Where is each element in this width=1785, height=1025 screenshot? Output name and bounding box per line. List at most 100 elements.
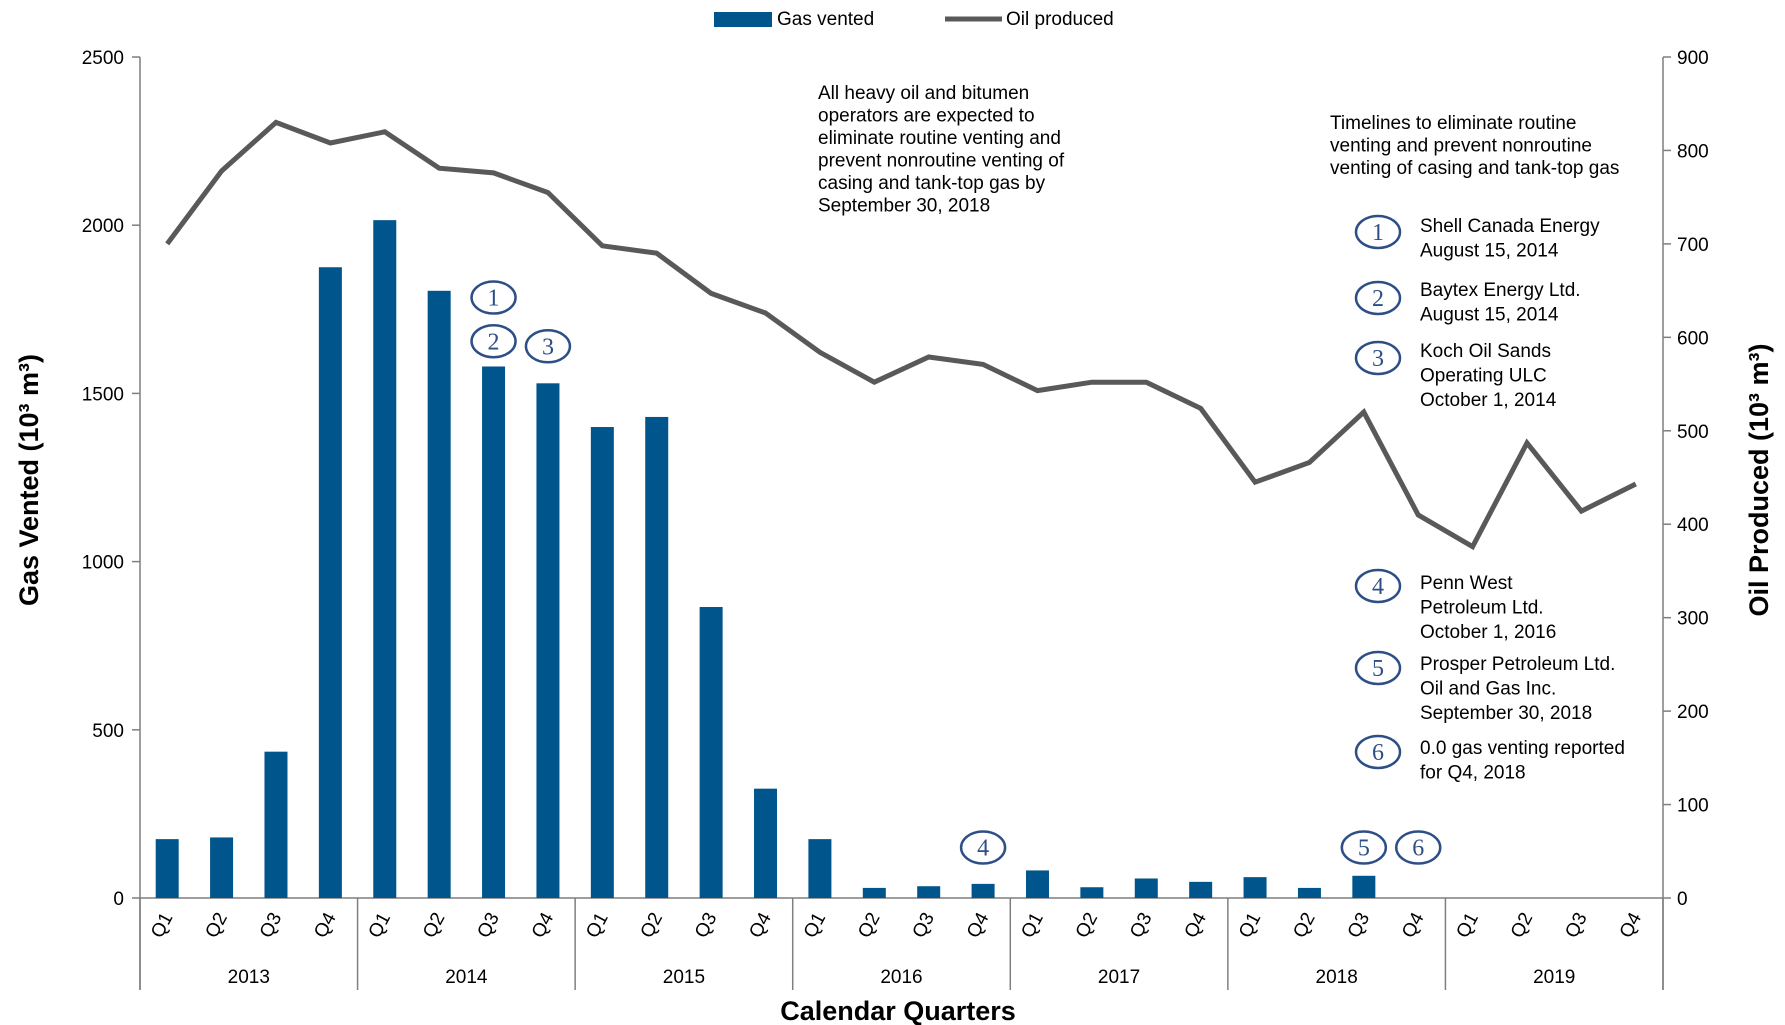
timeline-title-line: Timelines to eliminate routine bbox=[1330, 113, 1576, 134]
x-tick-label: Q2 bbox=[202, 909, 232, 941]
x-tick-label: Q4 bbox=[1398, 909, 1429, 942]
y-tick-label-right: 700 bbox=[1677, 235, 1709, 256]
x-tick-label: Q4 bbox=[745, 909, 776, 942]
callout-circle bbox=[1354, 734, 1402, 770]
callout-number: 4 bbox=[977, 836, 989, 862]
timeline-item-line: August 15, 2014 bbox=[1420, 241, 1559, 262]
timeline-item-line: 0.0 gas venting reported bbox=[1420, 738, 1625, 759]
callout-circle bbox=[1354, 568, 1402, 604]
callout-number: 3 bbox=[1372, 346, 1384, 372]
callout-circle bbox=[524, 329, 572, 364]
y-tick-label-right: 600 bbox=[1677, 328, 1709, 349]
callout-number: 1 bbox=[1372, 220, 1384, 246]
callout-number: 3 bbox=[542, 334, 554, 360]
timeline-item-line: Baytex Energy Ltd. bbox=[1420, 280, 1581, 301]
timeline-item-line: Petroleum Ltd. bbox=[1420, 598, 1544, 619]
x-tick-label: Q2 bbox=[637, 909, 667, 941]
bar-gas-vented bbox=[1025, 870, 1049, 898]
timeline-item-line: August 15, 2014 bbox=[1420, 305, 1559, 326]
x-tick-label: Q2 bbox=[1072, 909, 1102, 941]
x-tick-label: Q3 bbox=[1126, 909, 1156, 941]
callout-number: 5 bbox=[1358, 836, 1370, 862]
x-tick-label: Q3 bbox=[691, 909, 721, 941]
year-label: 2018 bbox=[1316, 967, 1358, 988]
timeline-item-line: Oil and Gas Inc. bbox=[1420, 679, 1556, 700]
timeline-item-line: for Q4, 2018 bbox=[1420, 763, 1526, 784]
x-tick-label: Q3 bbox=[256, 909, 286, 941]
year-label: 2017 bbox=[1098, 967, 1140, 988]
x-tick-label: Q2 bbox=[854, 909, 884, 941]
bar-gas-vented bbox=[1189, 881, 1213, 898]
callout-circle bbox=[1354, 214, 1402, 250]
x-tick-label: Q1 bbox=[1453, 909, 1483, 941]
bar-gas-vented bbox=[155, 839, 179, 898]
x-axis-title: Calendar Quarters bbox=[780, 996, 1016, 1025]
bar-gas-vented bbox=[917, 886, 941, 898]
timeline-item-line: October 1, 2014 bbox=[1420, 390, 1557, 411]
x-tick-label: Q2 bbox=[1289, 909, 1319, 941]
x-tick-label: Q2 bbox=[419, 909, 449, 941]
callout-number: 6 bbox=[1372, 740, 1384, 766]
year-label: 2014 bbox=[445, 967, 488, 988]
legend-label-oil-produced: Oil produced bbox=[1006, 9, 1114, 30]
bar-gas-vented bbox=[482, 366, 506, 898]
y-tick-label-right: 900 bbox=[1677, 48, 1709, 69]
y-tick-label-left: 2000 bbox=[82, 216, 124, 237]
y-tick-label-right: 800 bbox=[1677, 141, 1709, 162]
timeline-item-line: September 30, 2018 bbox=[1420, 703, 1592, 724]
x-tick-label: Q1 bbox=[147, 909, 177, 941]
year-label: 2016 bbox=[880, 967, 922, 988]
bar-gas-vented bbox=[1352, 875, 1376, 898]
y-tick-label-left: 0 bbox=[113, 889, 124, 910]
x-tick-label: Q4 bbox=[963, 909, 994, 942]
x-tick-label: Q1 bbox=[800, 909, 830, 941]
bar-gas-vented bbox=[645, 416, 669, 898]
x-tick-label: Q4 bbox=[1181, 909, 1212, 942]
timeline-item-line: Prosper Petroleum Ltd. bbox=[1420, 654, 1615, 675]
bar-gas-vented bbox=[536, 383, 560, 899]
bar-gas-vented bbox=[427, 290, 451, 899]
timeline-item-line: Penn West bbox=[1420, 573, 1513, 594]
x-tick-label: Q4 bbox=[310, 909, 341, 942]
y-tick-label-right: 400 bbox=[1677, 515, 1709, 536]
timeline-item-line: Shell Canada Energy bbox=[1420, 216, 1600, 237]
deadline-note-line: September 30, 2018 bbox=[818, 196, 990, 217]
deadline-note-line: operators are expected to bbox=[818, 106, 1035, 127]
bar-gas-vented bbox=[699, 607, 723, 898]
callout-circle bbox=[1340, 830, 1388, 865]
x-tick-label: Q3 bbox=[473, 909, 503, 941]
bar-gas-vented bbox=[808, 839, 832, 898]
bar-gas-vented bbox=[373, 220, 397, 899]
year-label: 2019 bbox=[1533, 967, 1575, 988]
x-tick-label: Q3 bbox=[909, 909, 939, 941]
callout-circle bbox=[1354, 340, 1402, 376]
bar-gas-vented bbox=[1243, 877, 1267, 898]
x-tick-label: Q2 bbox=[1507, 909, 1537, 941]
y-tick-label-right: 200 bbox=[1677, 702, 1709, 723]
timeline-item-line: Operating ULC bbox=[1420, 366, 1547, 387]
y-tick-label-right: 500 bbox=[1677, 422, 1709, 443]
bar-gas-vented bbox=[210, 837, 234, 898]
callout-number: 6 bbox=[1412, 836, 1424, 862]
timeline-item-line: Koch Oil Sands bbox=[1420, 341, 1551, 362]
deadline-note-line: eliminate routine venting and bbox=[818, 128, 1061, 149]
bar-gas-vented bbox=[862, 887, 886, 898]
bar-gas-vented bbox=[318, 267, 342, 898]
legend-swatch-gas-vented bbox=[714, 12, 772, 27]
callout-number: 1 bbox=[488, 286, 500, 312]
bar-gas-vented bbox=[1297, 887, 1321, 898]
callout-circle bbox=[1394, 830, 1442, 865]
y-axis-title-right: Oil Produced (10³ m³) bbox=[1744, 343, 1774, 616]
x-tick-label: Q1 bbox=[1017, 909, 1047, 941]
line-oil-produced bbox=[165, 119, 1637, 551]
callout-number: 2 bbox=[488, 329, 500, 355]
callout-circle bbox=[470, 324, 517, 359]
callout-circle bbox=[1354, 650, 1402, 686]
year-label: 2015 bbox=[663, 967, 705, 988]
x-tick-label: Q3 bbox=[1344, 909, 1374, 941]
x-tick-label: Q4 bbox=[528, 909, 559, 942]
deadline-note-line: prevent nonroutine venting of bbox=[818, 151, 1065, 172]
y-tick-label-right: 100 bbox=[1677, 796, 1709, 817]
